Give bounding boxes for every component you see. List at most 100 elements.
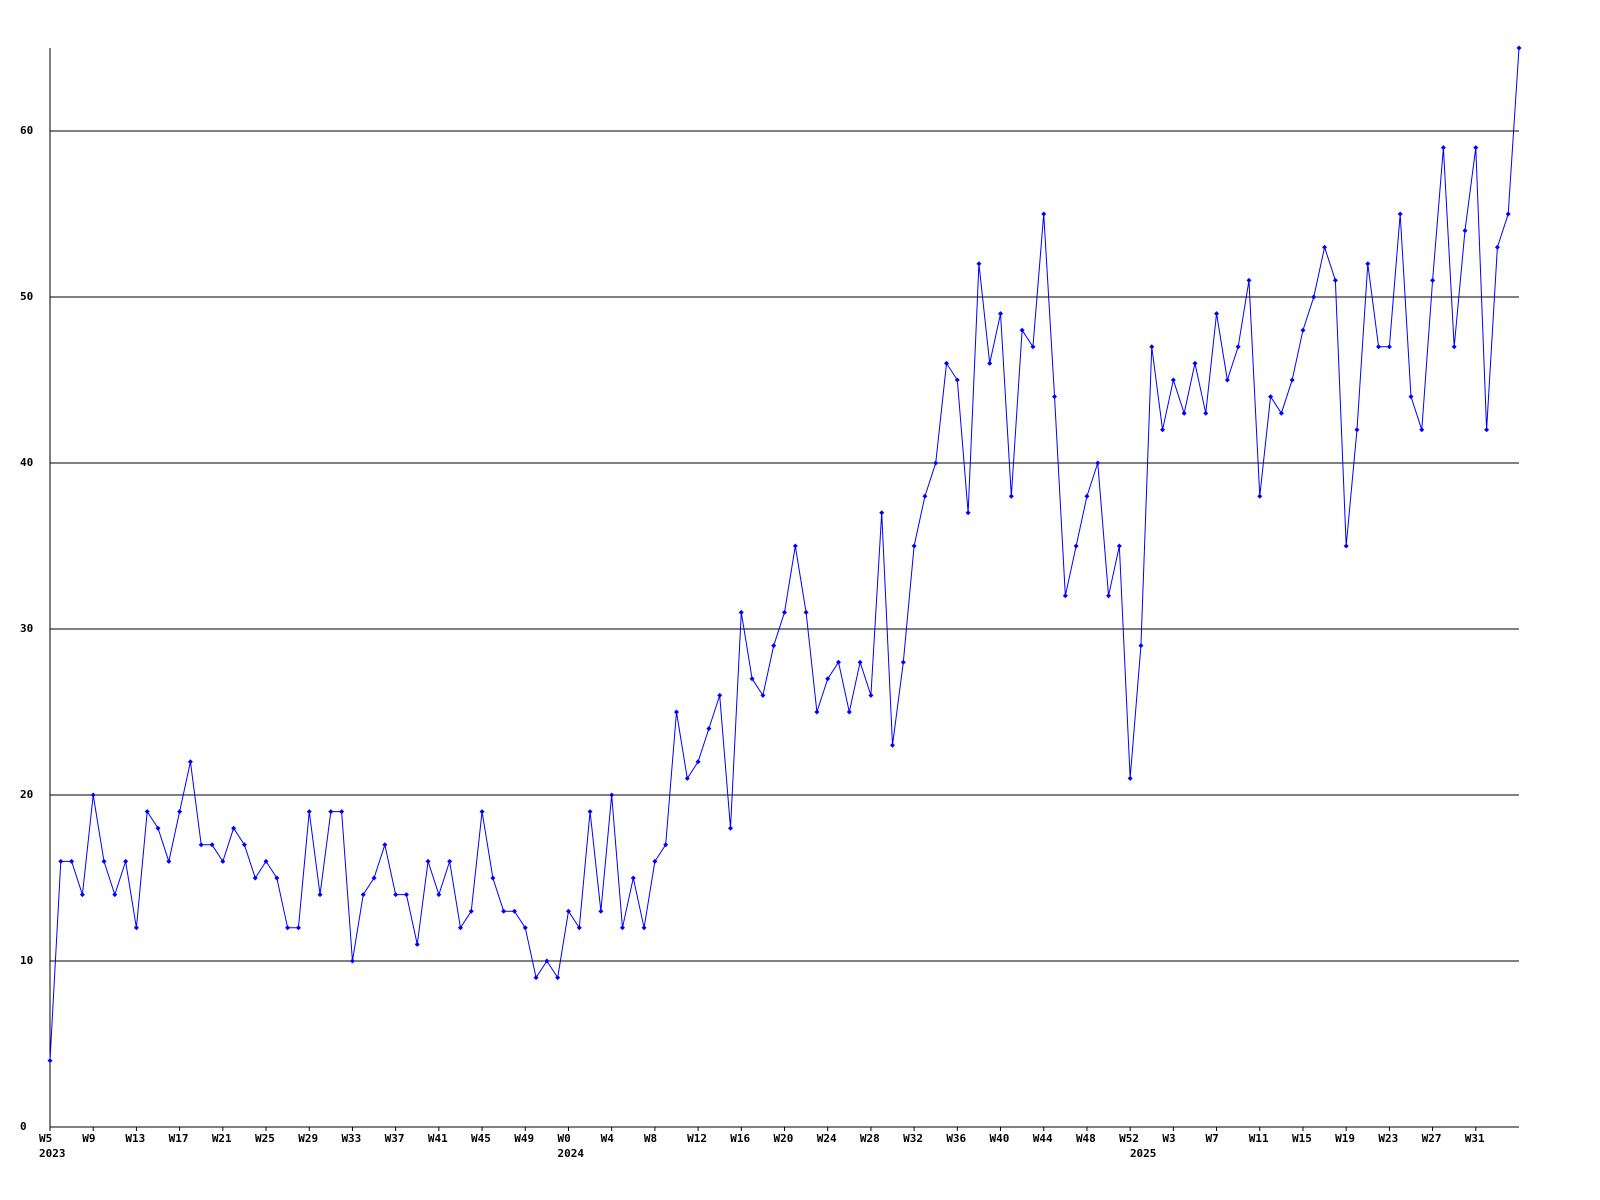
x-tick-label: W29 [298,1132,318,1145]
x-tick-label: W16 [730,1132,750,1145]
x-tick-label: W41 [428,1132,448,1145]
point-marker [339,809,345,815]
point-marker [177,809,183,815]
y-tick-label: 60 [20,124,33,137]
point-marker [749,676,755,682]
point-marker [1116,543,1122,549]
point-marker [976,261,982,267]
point-marker [317,892,323,898]
point-marker [220,858,226,864]
point-marker [447,858,453,864]
point-marker [47,1058,53,1064]
x-tick-label: W36 [946,1132,966,1145]
point-marker [868,692,874,698]
y-tick-label: 10 [20,954,33,967]
point-marker [1386,344,1392,350]
point-marker [1332,277,1338,283]
point-marker [825,676,831,682]
point-marker [436,892,442,898]
point-marker [90,792,96,798]
point-marker [209,842,215,848]
point-marker [857,659,863,665]
point-marker [490,875,496,881]
point-marker [1062,593,1068,599]
y-tick-label: 30 [20,622,33,635]
point-marker [457,925,463,931]
point-marker [1376,344,1382,350]
y-tick-label: 20 [20,788,33,801]
point-marker [954,377,960,383]
point-marker [1127,775,1133,781]
point-marker [511,908,517,914]
point-marker [198,842,204,848]
x-tick-label: W0 [557,1132,570,1145]
point-marker [187,759,193,765]
point-marker [1451,344,1457,350]
point-marker [933,460,939,466]
point-marker [1019,327,1025,333]
point-marker [1095,460,1101,466]
point-marker [641,925,647,931]
point-marker [782,609,787,615]
x-year-label: 2023 [39,1147,66,1160]
point-marker [1246,277,1252,283]
point-marker [425,858,431,864]
point-marker [587,809,593,815]
point-marker [1181,410,1187,416]
point-marker [1505,211,1511,217]
point-marker [879,510,885,516]
point-marker [1073,543,1079,549]
point-marker [1224,377,1230,383]
x-tick-label: W45 [471,1132,491,1145]
point-marker [1354,427,1360,433]
point-marker [1106,593,1112,599]
point-marker [101,858,107,864]
point-marker [836,659,842,665]
point-marker [1289,377,1295,383]
point-marker [349,958,355,964]
point-marker [1311,294,1317,300]
point-marker [1430,277,1436,283]
point-marker [1214,311,1220,317]
point-marker [393,892,399,898]
x-tick-label: W31 [1465,1132,1485,1145]
point-marker [328,809,334,815]
point-marker [890,742,896,748]
x-tick-label: W33 [341,1132,361,1145]
point-marker [274,875,280,881]
x-tick-label: W25 [255,1132,275,1145]
x-tick-label: W12 [687,1132,707,1145]
point-marker [695,759,701,765]
point-marker [803,609,809,615]
x-tick-label: W19 [1335,1132,1355,1145]
point-marker [609,792,615,798]
point-marker [1419,427,1425,433]
x-tick-label: W27 [1422,1132,1442,1145]
x-tick-label: W28 [860,1132,880,1145]
point-marker [911,543,917,549]
y-tick-label: 0 [20,1120,27,1133]
x-tick-label: W44 [1033,1132,1053,1145]
point-marker [252,875,258,881]
point-marker [479,809,485,815]
point-marker [1494,244,1500,250]
point-marker [922,493,928,499]
point-marker [792,543,798,549]
point-marker [965,510,971,516]
point-marker [576,925,582,931]
point-marker [1473,145,1479,151]
point-marker [533,975,539,981]
point-marker [1365,261,1371,267]
point-marker [241,842,247,848]
point-marker [814,709,820,715]
x-tick-label: W3 [1162,1132,1175,1145]
point-marker [1052,394,1058,400]
point-marker [1397,211,1403,217]
point-marker [382,842,388,848]
point-marker [846,709,852,715]
x-tick-label: W20 [774,1132,794,1145]
point-marker [706,726,712,732]
point-marker [1322,244,1328,250]
point-marker [1192,360,1198,366]
point-marker [727,825,733,831]
